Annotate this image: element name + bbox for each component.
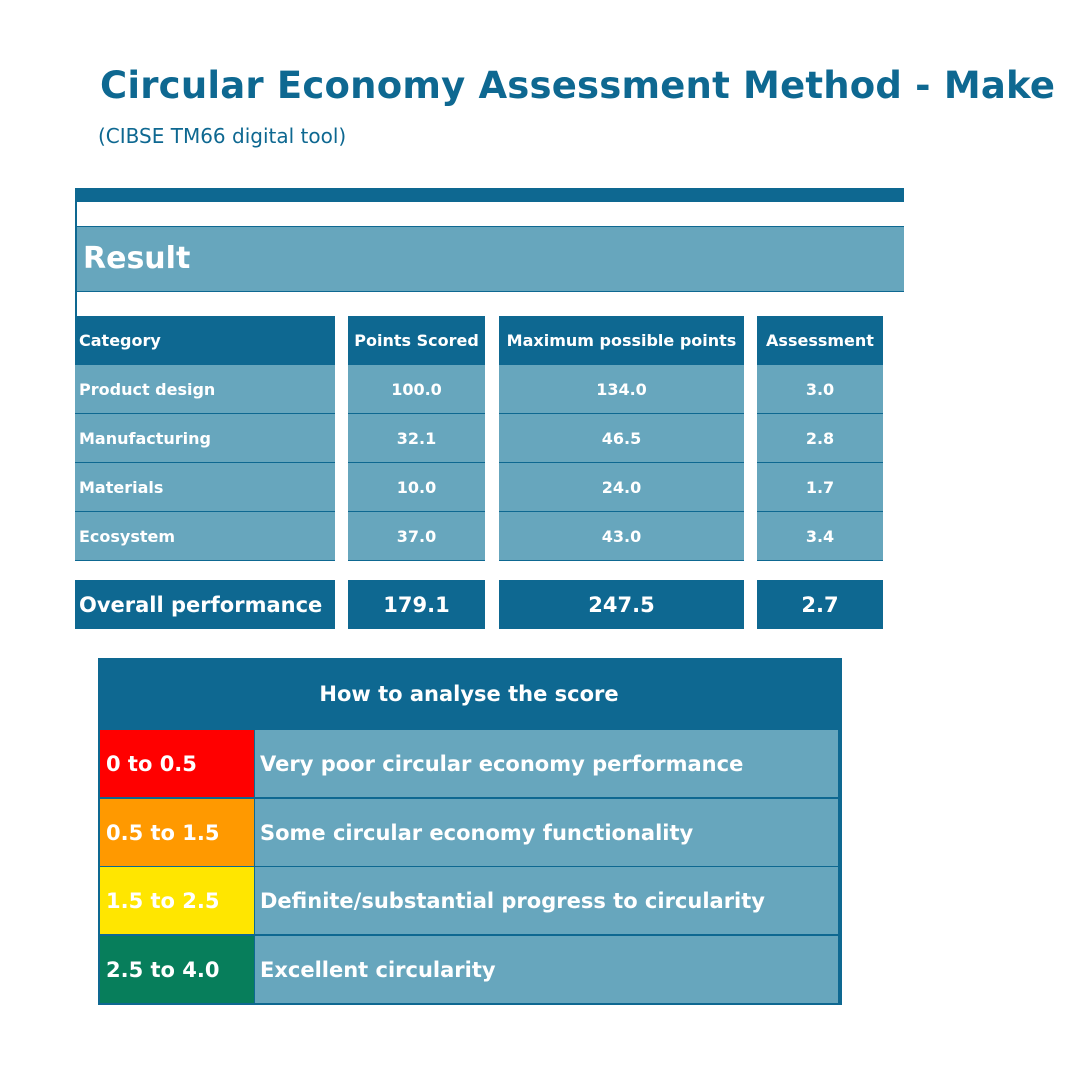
page-subtitle: (CIBSE TM66 digital tool) — [98, 124, 347, 148]
overall-label: Overall performance — [75, 580, 335, 629]
column-max-points: Maximum possible points 134.0 46.5 24.0 … — [499, 316, 744, 629]
cell-max-ecosystem: 43.0 — [499, 512, 744, 561]
row-category-ecosystem: Ecosystem — [75, 512, 335, 561]
legend-title: How to analyse the score — [319, 681, 619, 706]
overall-assessment: 2.7 — [757, 580, 883, 629]
legend-range-excellent: 2.5 to 4.0 — [100, 936, 254, 1003]
column-points-scored: Points Scored 100.0 32.1 10.0 37.0 179.1 — [348, 316, 485, 629]
top-rule — [75, 188, 904, 202]
cell-assessment-materials: 1.7 — [757, 463, 883, 512]
result-title: Result — [83, 241, 191, 276]
cell-assessment-ecosystem: 3.4 — [757, 512, 883, 561]
legend-range-some: 0.5 to 1.5 — [100, 799, 254, 866]
row-category-materials: Materials — [75, 463, 335, 512]
page-title: Circular Economy Assessment Method - Mak… — [100, 64, 1056, 107]
cell-points-product-design: 100.0 — [348, 365, 485, 414]
cell-max-manufacturing: 46.5 — [499, 414, 744, 463]
row-category-manufacturing: Manufacturing — [75, 414, 335, 463]
legend-desc-very-poor: Very poor circular economy performance — [255, 730, 838, 797]
legend-range-substantial: 1.5 to 2.5 — [100, 867, 254, 934]
cell-max-product-design: 134.0 — [499, 365, 744, 414]
legend-range-very-poor: 0 to 0.5 — [100, 730, 254, 797]
header-assessment: Assessment — [757, 316, 883, 365]
legend-desc-substantial: Definite/substantial progress to circula… — [255, 867, 838, 934]
header-max-points: Maximum possible points — [499, 316, 744, 365]
legend-desc-excellent: Excellent circularity — [255, 936, 838, 1003]
cell-points-manufacturing: 32.1 — [348, 414, 485, 463]
score-legend: How to analyse the score 0 to 0.5 Very p… — [98, 658, 842, 1005]
cell-assessment-manufacturing: 2.8 — [757, 414, 883, 463]
row-category-product-design: Product design — [75, 365, 335, 414]
column-assessment: Assessment 3.0 2.8 1.7 3.4 2.7 — [757, 316, 883, 629]
overall-points: 179.1 — [348, 580, 485, 629]
cell-assessment-product-design: 3.0 — [757, 365, 883, 414]
column-category: Category Product design Manufacturing Ma… — [75, 316, 335, 629]
cell-max-materials: 24.0 — [499, 463, 744, 512]
legend-desc-some: Some circular economy functionality — [255, 799, 838, 866]
header-points-scored: Points Scored — [348, 316, 485, 365]
result-banner: Result — [77, 226, 904, 292]
frame-left-rule — [75, 202, 77, 316]
overall-max: 247.5 — [499, 580, 744, 629]
cell-points-ecosystem: 37.0 — [348, 512, 485, 561]
header-category: Category — [75, 316, 335, 365]
cell-points-materials: 10.0 — [348, 463, 485, 512]
